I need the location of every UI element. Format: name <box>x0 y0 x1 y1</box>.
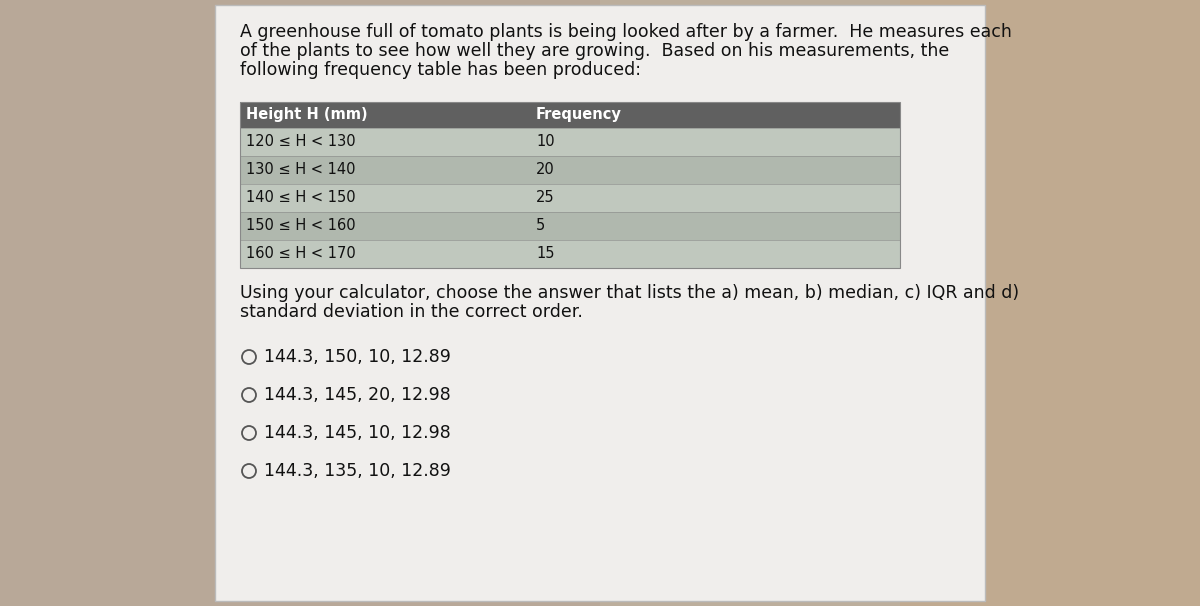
Bar <box>240 128 900 156</box>
Text: of the plants to see how well they are growing.  Based on his measurements, the: of the plants to see how well they are g… <box>240 42 949 60</box>
Bar <box>240 102 900 128</box>
Text: A greenhouse full of tomato plants is being looked after by a farmer.  He measur: A greenhouse full of tomato plants is be… <box>240 23 1012 41</box>
Text: Using your calculator, choose the answer that lists the a) mean, b) median, c) I: Using your calculator, choose the answer… <box>240 284 1019 302</box>
Text: 130 ≤ H < 140: 130 ≤ H < 140 <box>246 162 355 178</box>
Text: 140 ≤ H < 150: 140 ≤ H < 150 <box>246 190 355 205</box>
Bar <box>240 212 900 240</box>
Bar <box>900 0 1200 606</box>
Text: 25: 25 <box>536 190 554 205</box>
Bar <box>240 156 900 184</box>
Bar <box>240 102 900 268</box>
Text: 10: 10 <box>536 135 554 150</box>
Bar <box>600 0 900 606</box>
Text: 144.3, 145, 20, 12.98: 144.3, 145, 20, 12.98 <box>264 386 451 404</box>
Text: 150 ≤ H < 160: 150 ≤ H < 160 <box>246 219 355 233</box>
Bar <box>240 184 900 212</box>
Text: 5: 5 <box>536 219 545 233</box>
Text: 15: 15 <box>536 247 554 262</box>
Text: 20: 20 <box>536 162 554 178</box>
Text: Frequency: Frequency <box>536 107 622 122</box>
Text: 144.3, 150, 10, 12.89: 144.3, 150, 10, 12.89 <box>264 348 451 366</box>
Text: 160 ≤ H < 170: 160 ≤ H < 170 <box>246 247 355 262</box>
Bar <box>240 240 900 268</box>
Text: following frequency table has been produced:: following frequency table has been produ… <box>240 61 641 79</box>
Text: 120 ≤ H < 130: 120 ≤ H < 130 <box>246 135 355 150</box>
Text: 144.3, 135, 10, 12.89: 144.3, 135, 10, 12.89 <box>264 462 451 480</box>
Text: 144.3, 145, 10, 12.98: 144.3, 145, 10, 12.98 <box>264 424 451 442</box>
Text: standard deviation in the correct order.: standard deviation in the correct order. <box>240 303 583 321</box>
Text: Height H (mm): Height H (mm) <box>246 107 367 122</box>
Bar <box>215 5 985 601</box>
